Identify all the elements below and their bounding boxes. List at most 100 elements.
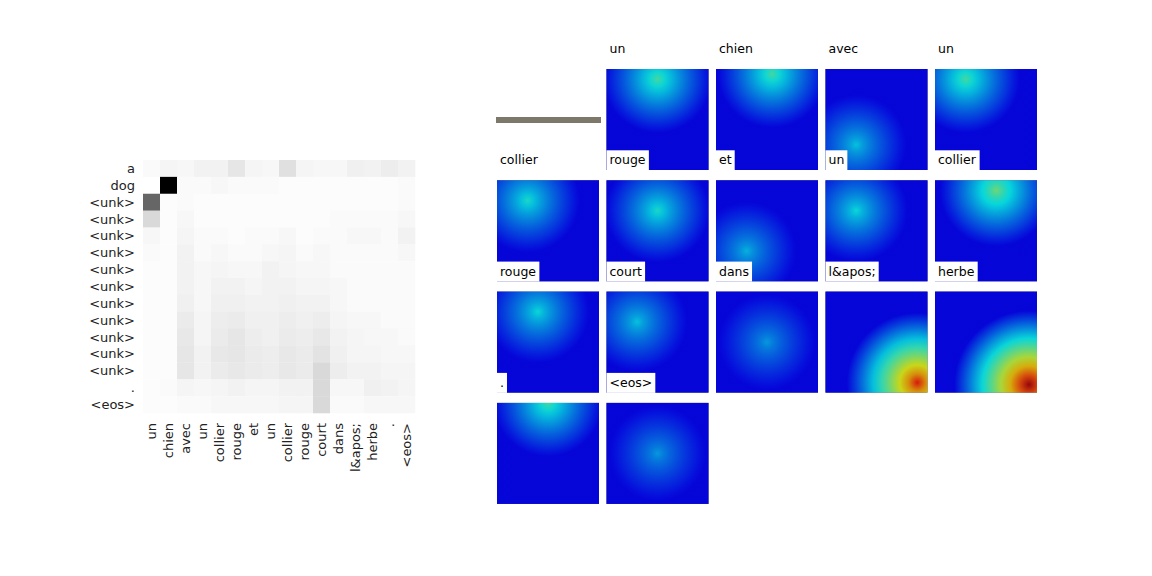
heatmap-cell	[279, 329, 296, 346]
attention-heat	[497, 403, 599, 504]
heatmap-cell	[245, 211, 262, 228]
heatmap-cell	[296, 194, 313, 211]
heatmap-cell	[228, 379, 245, 396]
word-label: herbe	[938, 264, 975, 279]
attention-map	[607, 403, 709, 504]
heatmap-cell	[228, 295, 245, 312]
heatmap-cell	[296, 362, 313, 379]
word-label: avec	[829, 41, 859, 56]
heatmap-cell	[279, 362, 296, 379]
y-tick-label: <unk>	[89, 296, 135, 311]
attention-map	[935, 180, 1037, 281]
heatmap-cell	[228, 194, 245, 211]
heatmap-cell	[279, 396, 296, 413]
x-tick-label: rouge	[229, 423, 244, 461]
heatmap-cell	[160, 295, 177, 312]
heatmap	[143, 160, 415, 413]
heatmap-cell	[143, 362, 160, 379]
source-image	[496, 117, 601, 123]
heatmap-cell	[381, 362, 398, 379]
heatmap-cell	[296, 346, 313, 363]
heatmap-cell	[194, 329, 211, 346]
heatmap-cell	[313, 244, 330, 261]
heatmap-cell	[160, 346, 177, 363]
heatmap-cell	[347, 227, 364, 244]
heatmap-cell	[245, 261, 262, 278]
map-background	[607, 292, 709, 393]
heatmap-cell	[279, 261, 296, 278]
heatmap-cell	[364, 379, 381, 396]
heatmap-cell	[245, 227, 262, 244]
heatmap-cell	[381, 211, 398, 228]
heatmap-cell	[330, 227, 347, 244]
heatmap-cell	[296, 160, 313, 177]
heatmap-cell	[143, 329, 160, 346]
label-box	[607, 39, 629, 59]
heatmap-cell	[177, 261, 194, 278]
heatmap-cell	[143, 194, 160, 211]
heatmap-cell	[194, 244, 211, 261]
heatmap-cell	[313, 379, 330, 396]
word-label: un	[610, 41, 626, 56]
heatmap-cell	[364, 362, 381, 379]
map-background	[935, 180, 1037, 281]
heatmap-cell	[211, 227, 228, 244]
heatmap-cell	[364, 329, 381, 346]
y-tick-label: .	[131, 380, 135, 395]
heatmap-cell	[143, 244, 160, 261]
heatmap-cell	[262, 160, 279, 177]
label-box	[497, 262, 539, 282]
heatmap-cell	[262, 227, 279, 244]
heatmap-cell	[398, 312, 415, 329]
word-label: rouge	[500, 264, 536, 279]
heatmap-cell	[211, 329, 228, 346]
heatmap-cell	[177, 244, 194, 261]
attention-heat	[935, 180, 1037, 281]
heatmap-cell	[211, 177, 228, 194]
x-tick-label: un	[144, 423, 159, 439]
heatmap-cell	[347, 379, 364, 396]
heatmap-cell	[364, 194, 381, 211]
x-tick-label: dans	[331, 423, 346, 454]
heatmap-cell	[160, 211, 177, 228]
heatmap-cell	[194, 346, 211, 363]
heatmap-cell	[228, 278, 245, 295]
heatmap-cell	[296, 227, 313, 244]
heatmap-cell	[279, 278, 296, 295]
heatmap-cell	[330, 362, 347, 379]
heatmap-cell	[330, 329, 347, 346]
word-label: un	[829, 152, 845, 167]
attention-map	[607, 292, 709, 393]
heatmap-cell	[143, 177, 160, 194]
attention-heat	[716, 292, 818, 393]
heatmap-cell	[143, 278, 160, 295]
heatmap-cell	[313, 346, 330, 363]
heatmap-cell	[347, 194, 364, 211]
heatmap-cell	[177, 346, 194, 363]
map-background	[935, 292, 1037, 393]
attention-map	[935, 69, 1037, 170]
heatmap-cell	[313, 211, 330, 228]
heatmap-cell	[330, 379, 347, 396]
heatmap-cell	[313, 194, 330, 211]
heatmap-cell	[279, 194, 296, 211]
word-label: <eos>	[610, 375, 653, 390]
word-label: court	[610, 264, 643, 279]
attention-heat	[607, 403, 709, 504]
x-tick-label: chien	[161, 423, 176, 458]
heatmap-cell	[245, 396, 262, 413]
heatmap-cell	[211, 160, 228, 177]
heatmap-cell	[245, 346, 262, 363]
heatmap-cell	[228, 346, 245, 363]
heatmap-cell	[398, 295, 415, 312]
heatmap-cell	[364, 177, 381, 194]
heatmap-cell	[194, 312, 211, 329]
heatmap-cell	[262, 329, 279, 346]
x-tick-label: et	[246, 423, 261, 436]
heatmap-cell	[381, 329, 398, 346]
y-tick-label: <unk>	[89, 228, 135, 243]
heatmap-cell	[313, 160, 330, 177]
heatmap-cell	[262, 312, 279, 329]
heatmap-cell	[194, 278, 211, 295]
heatmap-cell	[381, 346, 398, 363]
